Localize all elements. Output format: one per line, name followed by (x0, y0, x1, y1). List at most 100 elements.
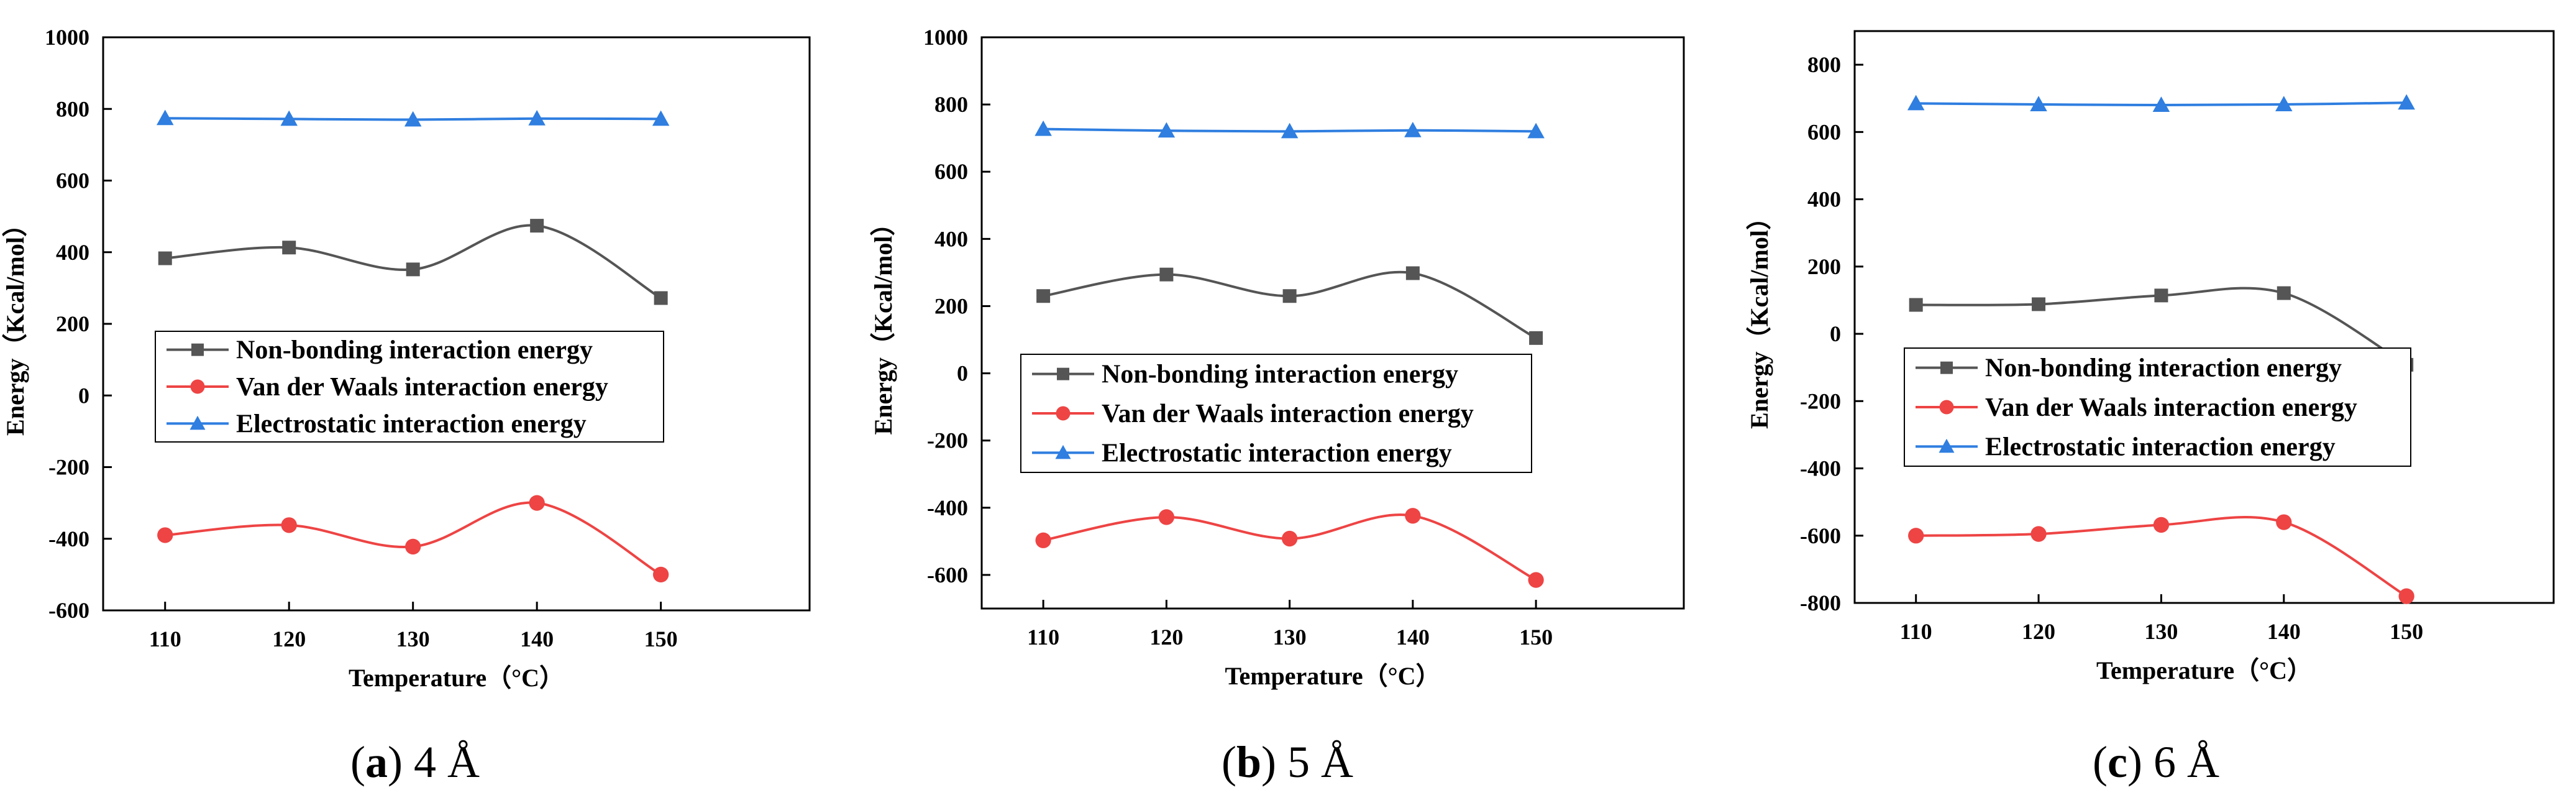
data-point-triangle (1158, 122, 1176, 138)
data-point-circle (1405, 508, 1421, 524)
y-tick-label: 600 (934, 159, 968, 184)
legend-label: Electrostatic interaction energy (236, 410, 587, 438)
data-point-circle (1158, 509, 1175, 525)
legend-box-c (1904, 347, 2411, 467)
series-line-circle (165, 501, 662, 576)
y-tick-label: -600 (927, 563, 968, 587)
data-point-circle (529, 495, 545, 511)
legend-marker-square (1940, 361, 1953, 374)
legend-label: Van der Waals interaction energy (1985, 393, 2357, 422)
x-tick-label: 150 (644, 627, 678, 651)
legend-box-a (155, 331, 664, 443)
y-tick-label: 400 (56, 240, 89, 265)
y-tick-label: -400 (48, 526, 89, 551)
data-point-triangle (280, 110, 298, 126)
data-point-triangle (652, 110, 670, 126)
data-point-square (2032, 297, 2046, 311)
legend-marker-circle (190, 379, 205, 394)
y-tick-label: -600 (1800, 523, 1841, 548)
data-point-square (158, 251, 172, 265)
legend-label: Van der Waals interaction energy (236, 373, 608, 402)
y-tick-label: 0 (78, 383, 89, 408)
data-point-square (654, 291, 668, 305)
legend-label: Electrostatic interaction energy (1102, 439, 1452, 467)
data-point-square (282, 241, 296, 255)
y-tick-label: -200 (1800, 388, 1841, 413)
y-tick-label: -200 (927, 428, 968, 453)
x-tick-label: 140 (1396, 625, 1430, 650)
x-tick-label: 130 (2144, 619, 2178, 644)
y-axis-label: Energy（Kcal/mol） (1745, 205, 1773, 429)
data-point-circle (2153, 517, 2170, 533)
y-tick-label: -600 (48, 598, 89, 623)
x-tick-label: 110 (149, 627, 181, 651)
data-point-circle (1035, 532, 1051, 548)
legend-marker-triangle (1055, 444, 1071, 459)
y-tick-label: -400 (927, 495, 968, 520)
caption-a: (a) 4 Å (350, 737, 480, 787)
data-point-triangle (404, 111, 422, 127)
y-axis-label: Energy（Kcal/mol） (1, 212, 29, 436)
data-point-circle (2030, 526, 2047, 542)
data-point-circle (405, 538, 421, 555)
x-tick-label: 140 (2267, 619, 2301, 644)
legend-marker-square (191, 343, 204, 356)
y-tick-label: 1000 (923, 25, 968, 50)
plot-frame-a (102, 36, 811, 612)
data-point-circle (1528, 572, 1544, 588)
data-point-triangle (2152, 96, 2170, 113)
series-line-square (1043, 270, 1537, 339)
y-axis-label: Energy（Kcal/mol） (869, 211, 897, 435)
x-tick-label: 150 (1519, 625, 1553, 650)
x-tick-label: 120 (1149, 625, 1183, 650)
x-tick-label: 110 (1900, 619, 1932, 644)
data-point-square (1159, 267, 1174, 282)
data-point-square (2277, 286, 2291, 300)
data-point-circle (1281, 530, 1298, 547)
data-point-circle (2398, 588, 2414, 604)
y-tick-label: 200 (1807, 254, 1841, 279)
y-tick-label: 1000 (45, 25, 89, 50)
chart-panel-a: -600 -400 -200 0 200 400 600 800 1000 110 120 130 14… (1, 25, 811, 692)
x-tick-label: 120 (2022, 619, 2055, 644)
data-point-triangle (2030, 96, 2047, 111)
chart-panel-b: -600 -400 -200 0 200 400 600 800 1000 110 120 130 14… (869, 25, 1685, 690)
data-point-triangle (1035, 120, 1052, 136)
data-point-square (1282, 289, 1297, 303)
data-point-triangle (2275, 96, 2293, 111)
data-point-square (1529, 331, 1543, 345)
data-point-circle (281, 517, 297, 533)
x-tick-label: 120 (272, 627, 306, 651)
legend-label: Non-bonding interaction energy (1985, 354, 2342, 383)
x-tick-label: 130 (396, 627, 430, 651)
x-tick-label: 110 (1027, 625, 1059, 650)
data-point-triangle (528, 110, 546, 126)
data-point-triangle (1527, 122, 1545, 139)
data-point-circle (652, 566, 669, 583)
y-tick-label: 600 (56, 168, 89, 193)
data-point-triangle (1404, 121, 1422, 137)
legend-marker-square (1057, 367, 1069, 380)
legend-label: Non-bonding interaction energy (236, 336, 593, 365)
x-axis-label: Temperature（°C） (1225, 662, 1440, 690)
data-point-square (530, 219, 544, 233)
data-point-square (2154, 288, 2168, 303)
x-tick-label: 140 (520, 627, 554, 651)
y-tick-label: 200 (56, 311, 89, 336)
plot-frame-c (1853, 30, 2555, 604)
legend-marker-circle (1939, 400, 1954, 415)
y-tick-label: 0 (957, 361, 968, 386)
data-point-triangle (1281, 122, 1299, 139)
y-tick-label: 0 (1830, 321, 1841, 346)
data-point-circle (1908, 528, 1924, 544)
legend-box-b (1020, 354, 1532, 473)
y-tick-label: 800 (56, 96, 89, 121)
plot-frame-b (980, 36, 1685, 610)
data-point-triangle (2398, 94, 2415, 110)
data-point-circle (2276, 514, 2292, 530)
y-tick-label: -200 (48, 455, 89, 480)
series-line-circle (1043, 513, 1537, 581)
x-axis-label: Temperature（°C） (2096, 656, 2312, 684)
series-line-square (165, 224, 662, 300)
legend-marker-triangle (1939, 438, 1955, 453)
